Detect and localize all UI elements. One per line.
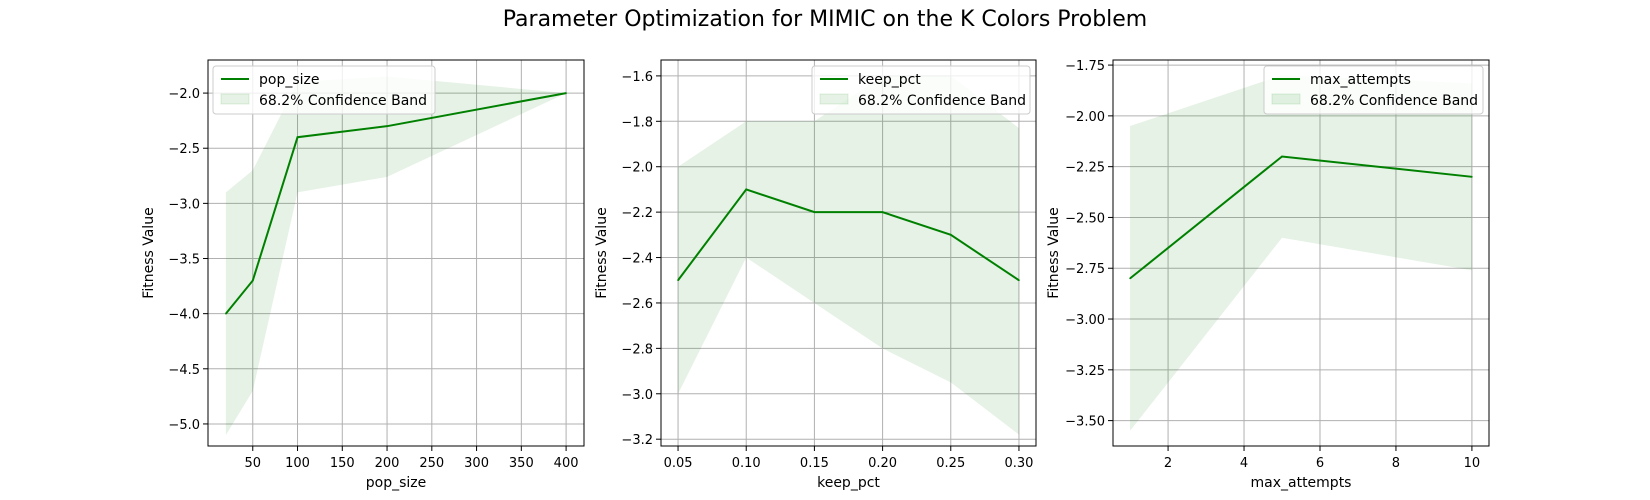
chart-2-x-tick-label-5: 0.30: [1004, 456, 1033, 471]
chart-3-x-tick-label-3: 8: [1392, 456, 1400, 471]
chart-1-y-tick-label-1: −4.5: [168, 363, 200, 378]
chart-3-x-tick-label-2: 6: [1316, 456, 1324, 471]
chart-2-legend-band-label: 68.2% Confidence Band: [858, 93, 1026, 109]
chart-3-legend-band-label: 68.2% Confidence Band: [1310, 93, 1478, 109]
chart-3-x-tick-label-4: 10: [1464, 456, 1481, 471]
chart-2-x-tick-label-1: 0.10: [732, 456, 761, 471]
chart-2-x-tick-label-3: 0.20: [868, 456, 897, 471]
chart-1-y-tick-label-2: −4.0: [168, 308, 200, 323]
chart-1-y-tick-label-5: −2.5: [168, 142, 200, 157]
chart-3-data-point-2: [1471, 176, 1473, 178]
chart-2-x-axis-label: keep_pct: [817, 475, 880, 491]
chart-1-axes-frame: [207, 59, 585, 447]
chart-2-y-tick-label-0: −3.2: [621, 433, 653, 448]
chart-1-y-axis-label: Fitness Value: [141, 207, 157, 298]
chart-3-y-tick-label-1: −3.25: [1065, 364, 1105, 379]
chart-1-confidence-band: [225, 76, 567, 435]
chart-1-legend-frame: [212, 65, 436, 115]
chart-2-legend-series-label: keep_pct: [858, 72, 921, 88]
chart-3-legend: max_attempts 68.2% Confidence Band: [1263, 65, 1484, 115]
chart-1-x-tick-label-1: 100: [285, 456, 310, 471]
chart-1-y-tick-label-3: −3.5: [168, 253, 200, 268]
chart-1-data-point-0: [225, 312, 227, 315]
chart-3-legend-band-swatch: [1271, 93, 1301, 105]
chart-2: 0.05 0.10 0.15 0.20 0.25 0.30 −3.2 −3.0 −2.8 −2.6…: [594, 59, 1037, 491]
chart-2-x-tick-label-2: 0.15: [800, 456, 829, 471]
chart-2-confidence-band: [678, 75, 1019, 435]
chart-3-x-tick-label-1: 4: [1240, 456, 1248, 471]
chart-2-x-tick-label-0: 0.05: [664, 456, 693, 471]
chart-3-confidence-band: [1130, 75, 1472, 431]
chart-3-x-tick-label-0: 2: [1164, 456, 1172, 471]
chart-1-legend-band-swatch: [220, 93, 250, 105]
figure-title: Parameter Optimization for MIMIC on the …: [503, 7, 1147, 32]
chart-2-legend-frame: [811, 65, 1031, 115]
chart-3-legend-series-label: max_attempts: [1310, 72, 1411, 88]
chart-3-data-point-0: [1129, 277, 1131, 280]
chart-2-axes-frame: [660, 59, 1037, 447]
chart-2-y-tick-label-3: −2.6: [621, 297, 653, 312]
chart-3-x-axis-label: max_attempts: [1251, 475, 1352, 491]
chart-1: 50 100 150 200 250 300 350 400 −5.0 −4.5 −4.0 −3.5 −…: [141, 59, 585, 491]
chart-3-y-tick-label-3: −2.75: [1065, 262, 1105, 277]
chart-2-x-tick-label-4: 0.25: [936, 456, 965, 471]
chart-2-y-tick-label-5: −2.2: [621, 206, 653, 221]
chart-1-legend: pop_size 68.2% Confidence Band: [212, 65, 436, 115]
chart-2-data-point-3: [881, 211, 884, 213]
chart-3-y-tick-label-2: −3.00: [1065, 313, 1105, 328]
chart-3-y-axis-label: Fitness Value: [1046, 207, 1062, 298]
chart-1-data-point-3: [386, 125, 388, 127]
chart-2-y-tick-label-4: −2.4: [621, 252, 653, 267]
chart-3-y-tick-label-0: −3.50: [1065, 415, 1105, 430]
chart-2-data-point-0: [677, 279, 679, 282]
chart-3-axes-frame: [1112, 59, 1490, 447]
chart-1-x-tick-label-6: 350: [509, 456, 534, 471]
chart-1-x-tick-label-4: 250: [419, 456, 444, 471]
chart-1-x-axis-label: pop_size: [366, 475, 426, 491]
chart-1-y-tick-label-6: −2.0: [168, 87, 200, 102]
chart-2-y-tick-label-8: −1.6: [621, 70, 653, 85]
chart-2-y-tick-label-1: −3.0: [621, 388, 653, 403]
chart-1-y-tick-label-0: −5.0: [168, 418, 200, 433]
chart-3-data-point-1: [1281, 155, 1283, 158]
chart-3-y-tick-label-6: −2.00: [1065, 110, 1105, 125]
chart-1-x-tick-label-2: 150: [330, 456, 355, 471]
chart-2-data-point-4: [949, 234, 952, 236]
chart-1-x-tick-label-5: 300: [464, 456, 489, 471]
chart-2-y-tick-label-2: −2.8: [621, 342, 653, 357]
chart-2-series-line: [677, 188, 1020, 282]
chart-3-y-tick-label-5: −2.25: [1065, 161, 1105, 176]
chart-1-x-tick-label-7: 400: [554, 456, 579, 471]
chart-2-data-point-1: [745, 188, 748, 191]
chart-2-data-point-2: [813, 211, 816, 213]
chart-1-legend-band-label: 68.2% Confidence Band: [259, 93, 427, 109]
chart-3: 2 4 6 8 10 −3.50 −3.25 −3.00 −2.75 −2.50 −2.25 −2.0…: [1046, 59, 1490, 491]
chart-2-data-point-5: [1018, 279, 1020, 282]
chart-2-y-axis-label: Fitness Value: [594, 207, 610, 298]
chart-3-legend-frame: [1263, 65, 1484, 115]
chart-1-data-point-2: [296, 136, 299, 138]
chart-2-legend: keep_pct 68.2% Confidence Band: [811, 65, 1031, 115]
chart-1-data-point-1: [251, 279, 254, 282]
chart-1-legend-series-label: pop_size: [259, 72, 319, 88]
chart-1-x-tick-label-0: 50: [244, 456, 261, 471]
chart-3-y-tick-label-7: −1.75: [1065, 59, 1105, 74]
chart-3-y-tick-label-4: −2.50: [1065, 211, 1105, 226]
chart-1-data-point-4: [565, 92, 567, 94]
chart-2-y-tick-label-7: −1.8: [621, 115, 653, 130]
chart-1-x-tick-label-3: 200: [375, 456, 400, 471]
chart-2-legend-band-swatch: [819, 93, 849, 105]
chart-1-y-tick-label-4: −3.0: [168, 197, 200, 212]
chart-2-y-tick-label-6: −2.0: [621, 161, 653, 176]
